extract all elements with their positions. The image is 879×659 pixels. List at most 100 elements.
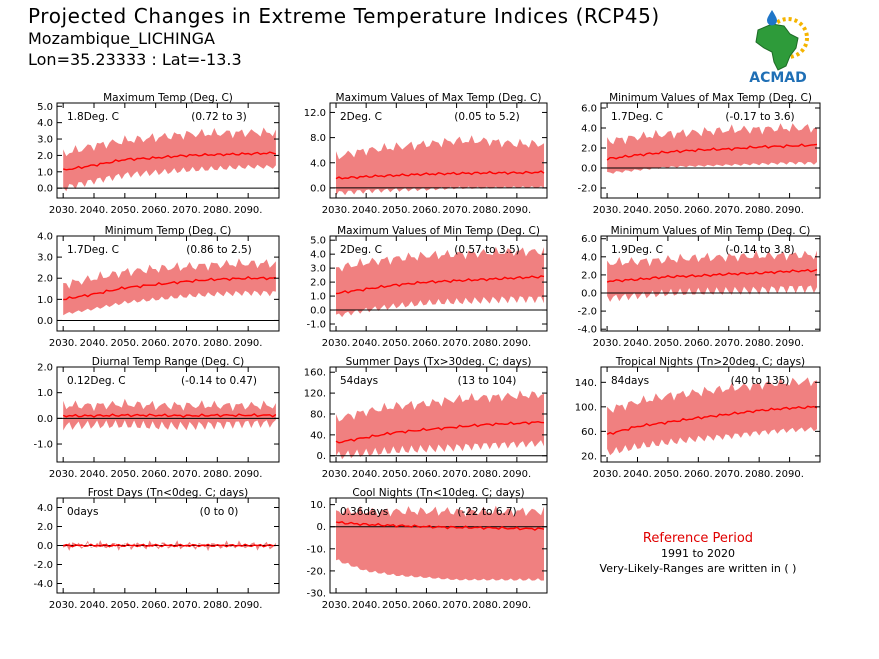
x-tick-label: 2070. (714, 205, 743, 216)
y-tick-label: 0. (316, 522, 326, 533)
x-tick-label: 2080. (472, 469, 501, 480)
y-tick-label: 3.0 (310, 264, 326, 275)
y-tick-label: 4.0 (310, 158, 326, 169)
chart-panel: -4.0 -2.0 0.0 2.0 4.0 6.0 2030. 2040. 2050. 2060.… (577, 225, 821, 349)
x-tick-label: 2040. (80, 600, 109, 611)
range-band (336, 135, 544, 196)
x-tick-label: 2060. (412, 338, 441, 349)
chart-title: Summer Days (Tx>30deg. C; days) (346, 356, 532, 368)
plot-frame (600, 366, 821, 463)
x-tick-label: 2070. (714, 338, 743, 349)
median-line (62, 543, 276, 548)
likely-range: (0.86 to 2.5) (186, 244, 252, 256)
y-tick-label: 0.0 (310, 183, 326, 194)
raindrop-icon (767, 10, 777, 26)
change-summary: 84days (611, 375, 649, 387)
x-tick-label: 2030. (593, 338, 622, 349)
plot-frame (600, 235, 821, 332)
x-tick-label: 2080. (745, 338, 774, 349)
y-tick-label: 0. (316, 451, 326, 462)
median-line (63, 275, 277, 301)
likely-range: (0.72 to 3) (191, 111, 246, 123)
chart-panel: -1.0 0.0 1.0 2.0 3.0 4.0 5.0 2030. 2040. 2050. 206… (306, 225, 548, 349)
chart-title: Frost Days (Tn<0deg. C; days) (88, 487, 248, 499)
x-tick-label: 2070. (172, 338, 201, 349)
x-tick-label: 2040. (80, 469, 109, 480)
page-title: Projected Changes in Extreme Temperature… (28, 4, 660, 28)
reference-period-years: 1991 to 2020 (660, 547, 736, 560)
change-summary: 0.36days (340, 506, 388, 518)
x-tick-label: 2070. (172, 600, 201, 611)
x-tick-label: 2080. (472, 205, 501, 216)
y-tick-label: 0.0 (37, 541, 53, 552)
range-band (63, 258, 276, 316)
y-tick-label: -2.0 (577, 184, 597, 195)
likely-range: (0.57 to 3.5) (454, 244, 520, 256)
y-tick-label: 2.0 (37, 522, 53, 533)
change-summary: 1.7Deg. C (611, 111, 663, 123)
median-line (606, 143, 818, 161)
x-tick-label: 2040. (352, 205, 381, 216)
x-tick-label: 2050. (111, 338, 140, 349)
y-tick-label: 6.0 (581, 104, 597, 115)
range-band (607, 250, 817, 302)
y-tick-label: -1.0 (33, 440, 53, 451)
x-tick-label: 2030. (322, 600, 351, 611)
x-tick-label: 2070. (442, 205, 471, 216)
change-summary: 0.12Deg. C (67, 375, 126, 387)
x-tick-label: 2090. (234, 469, 263, 480)
x-tick-label: 2050. (382, 205, 411, 216)
change-summary: 54days (340, 375, 378, 387)
y-tick-label: 4.0 (581, 252, 597, 263)
x-tick-label: 2090. (775, 469, 804, 480)
chart-title: Minimum Values of Max Temp (Deg. C) (609, 92, 812, 104)
x-tick-label: 2050. (382, 469, 411, 480)
x-tick-label: 2070. (442, 469, 471, 480)
x-tick-label: 2060. (412, 205, 441, 216)
x-tick-label: 2070. (172, 469, 201, 480)
y-tick-label: 40. (310, 430, 326, 441)
x-tick-label: 2030. (49, 600, 78, 611)
chart-panel: 0. 40. 80. 120. 160. 2030. 2040. 2050. 2060. 2070… (304, 356, 548, 480)
change-summary: 2Deg. C (340, 244, 382, 256)
y-tick-label: 2.0 (581, 270, 597, 281)
x-tick-label: 2030. (322, 338, 351, 349)
y-tick-label: 2.0 (581, 144, 597, 155)
likely-range: (0.05 to 5.2) (454, 111, 520, 123)
plot-frame (329, 102, 548, 199)
chart-title: Maximum Temp (Deg. C) (103, 92, 233, 104)
x-tick-label: 2030. (322, 469, 351, 480)
x-tick-label: 2050. (382, 338, 411, 349)
median-line (62, 413, 277, 418)
y-tick-label: 4.0 (37, 503, 53, 514)
x-tick-label: 2050. (654, 469, 683, 480)
plot-frame (56, 102, 280, 199)
plot-frame (329, 235, 548, 332)
x-tick-label: 2050. (111, 469, 140, 480)
chart-panel: 0.0 1.0 2.0 3.0 4.0 2030. 2040. 2050. 2060. 2070.… (37, 225, 280, 349)
median-line (335, 521, 545, 531)
likely-range: (-22 to 6.7) (457, 506, 516, 518)
y-tick-label: 8.0 (310, 133, 326, 144)
x-tick-label: 2070. (442, 338, 471, 349)
x-tick-label: 2080. (472, 338, 501, 349)
x-tick-label: 2070. (172, 205, 201, 216)
chart-title: Diurnal Temp Range (Deg. C) (92, 356, 244, 368)
y-tick-label: 20. (581, 451, 597, 462)
plot-frame (600, 102, 821, 199)
chart-panel: 20.60.100.140.2030. 2040. 2050. 2060. 2070. 2… (575, 356, 821, 480)
location-coords: Lon=35.23333 : Lat=-13.3 (28, 50, 242, 69)
x-tick-label: 2030. (593, 205, 622, 216)
y-tick-label: 160. (304, 368, 326, 379)
x-tick-label: 2050. (382, 600, 411, 611)
median-line (335, 275, 545, 295)
y-tick-label: -4.0 (577, 325, 597, 336)
x-tick-label: 2040. (352, 338, 381, 349)
x-tick-label: 2090. (234, 338, 263, 349)
y-tick-label: 1.0 (37, 388, 53, 399)
y-tick-label: 4.0 (310, 250, 326, 261)
change-summary: 1.7Deg. C (67, 244, 119, 256)
y-tick-label: 100. (575, 402, 597, 413)
chart-panel: -4.0 -2.0 0.0 2.0 4.0 2030. 2040. 2050. 2060. 207… (33, 487, 280, 611)
